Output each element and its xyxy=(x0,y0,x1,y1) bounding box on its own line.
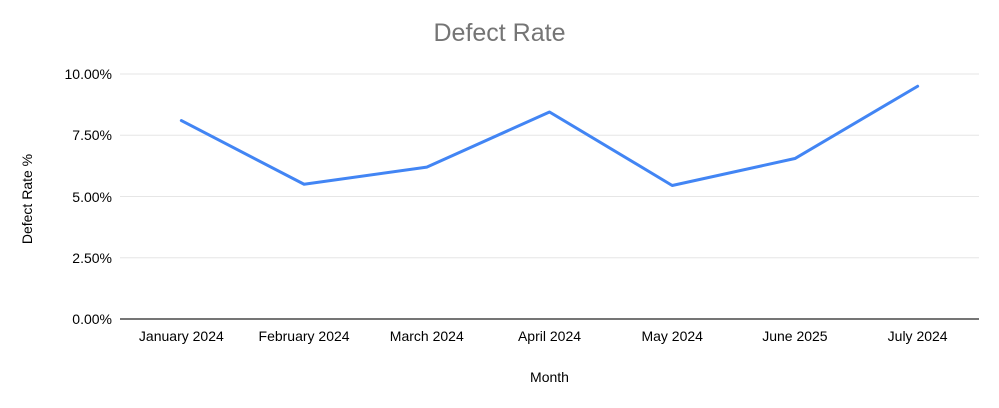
x-tick-label: March 2024 xyxy=(389,328,464,344)
y-tick-label: 10.00% xyxy=(64,66,112,82)
x-tick-label: June 2025 xyxy=(762,328,828,344)
chart-title: Defect Rate xyxy=(433,19,566,47)
y-tick-label: 2.50% xyxy=(72,249,112,266)
x-tick-label: May 2024 xyxy=(641,328,703,344)
y-tick-label: 0.00% xyxy=(72,311,112,327)
y-tick-label: 7.50% xyxy=(72,127,112,144)
y-tick-label: 5.00% xyxy=(72,188,112,205)
x-tick-label: July 2024 xyxy=(887,328,948,344)
x-axis-title: Month xyxy=(530,369,569,385)
x-tick-label: February 2024 xyxy=(258,328,350,344)
x-tick-label: January 2024 xyxy=(138,328,224,344)
series-line-defect-rate xyxy=(179,84,920,187)
x-tick-label: April 2024 xyxy=(517,328,582,344)
